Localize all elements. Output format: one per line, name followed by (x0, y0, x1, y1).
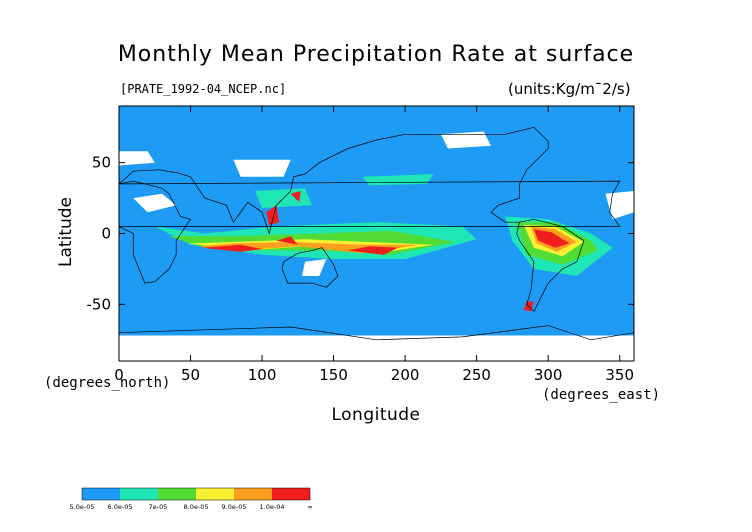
colorbar-frame (81, 487, 311, 501)
colorbar-swatch (196, 488, 234, 500)
precip-region-1.0e-04 (290, 191, 301, 203)
precip-region-no-data (605, 191, 634, 220)
colorbar-label: 6.0e-05 (108, 503, 133, 511)
precip-region-1.0e-04 (347, 246, 398, 255)
colorbar-label: 9.0e-05 (222, 503, 247, 511)
precip-region-1.0e-04 (202, 244, 263, 252)
y-tick-label: 50 (92, 154, 111, 172)
x-axis-units: (degrees_east) (542, 387, 661, 403)
precip-region-no-data (119, 151, 155, 166)
chart-subtitle: [PRATE_1992-04_NCEP.nc] (120, 82, 287, 96)
coastline (118, 325, 635, 341)
colorbar-label: 1.0e-04 (260, 503, 285, 511)
x-tick-label: 250 (462, 366, 491, 384)
colorbar-swatch (120, 488, 158, 500)
colorbar-end-label: ∞ (307, 503, 312, 511)
precip-region-no-data (119, 335, 634, 361)
precipitation-regions (119, 131, 634, 361)
colorbar-swatch (158, 488, 196, 500)
x-tick-label: 200 (391, 366, 420, 384)
x-tick-label: 50 (181, 366, 200, 384)
x-tick-label: 300 (534, 366, 563, 384)
colorbar-swatch (234, 488, 272, 500)
y-tick-label: -50 (87, 295, 112, 313)
colorbar: 5.0e-05 6.0e-05 7e-05 8.0e-05 9.0e-05 1.0e-04… (70, 487, 313, 511)
x-axis-title: Longitude (331, 405, 421, 425)
precip-region-no-data (440, 131, 491, 149)
x-tick-label: 350 (605, 366, 634, 384)
x-axis: 0 50 100 150 200 250 300 350 (114, 106, 634, 384)
colorbar-label: 7e-05 (149, 503, 168, 511)
precip-region-no-data (302, 259, 327, 276)
precip-region-no-data (133, 193, 177, 213)
x-tick-label: 100 (248, 366, 277, 384)
y-axis-units: (degrees_north) (44, 375, 171, 391)
colorbar-swatch (82, 488, 120, 500)
y-axis: -50 0 50 (87, 154, 634, 313)
chart-title: Monthly Mean Precipitation Rate at surfa… (117, 42, 635, 67)
x-tick-label: 150 (319, 366, 348, 384)
colorbar-label: 8.0e-05 (184, 503, 209, 511)
y-tick-label: 0 (101, 225, 111, 243)
precip-region-1.0e-04 (533, 229, 570, 248)
coastlines (118, 126, 635, 341)
coastline (516, 218, 585, 312)
colorbar-label: 5.0e-05 (70, 503, 95, 511)
units-label: (units:Kg/m¯2/s) (508, 80, 631, 98)
coastline (118, 180, 621, 284)
precip-region-no-data (233, 159, 291, 177)
precip-region-1.0e-04 (276, 236, 298, 245)
x-tick-label: 0 (114, 366, 124, 384)
precip-region-1.0e-04 (266, 205, 280, 225)
colorbar-swatch (272, 488, 310, 500)
coastline (281, 247, 339, 288)
